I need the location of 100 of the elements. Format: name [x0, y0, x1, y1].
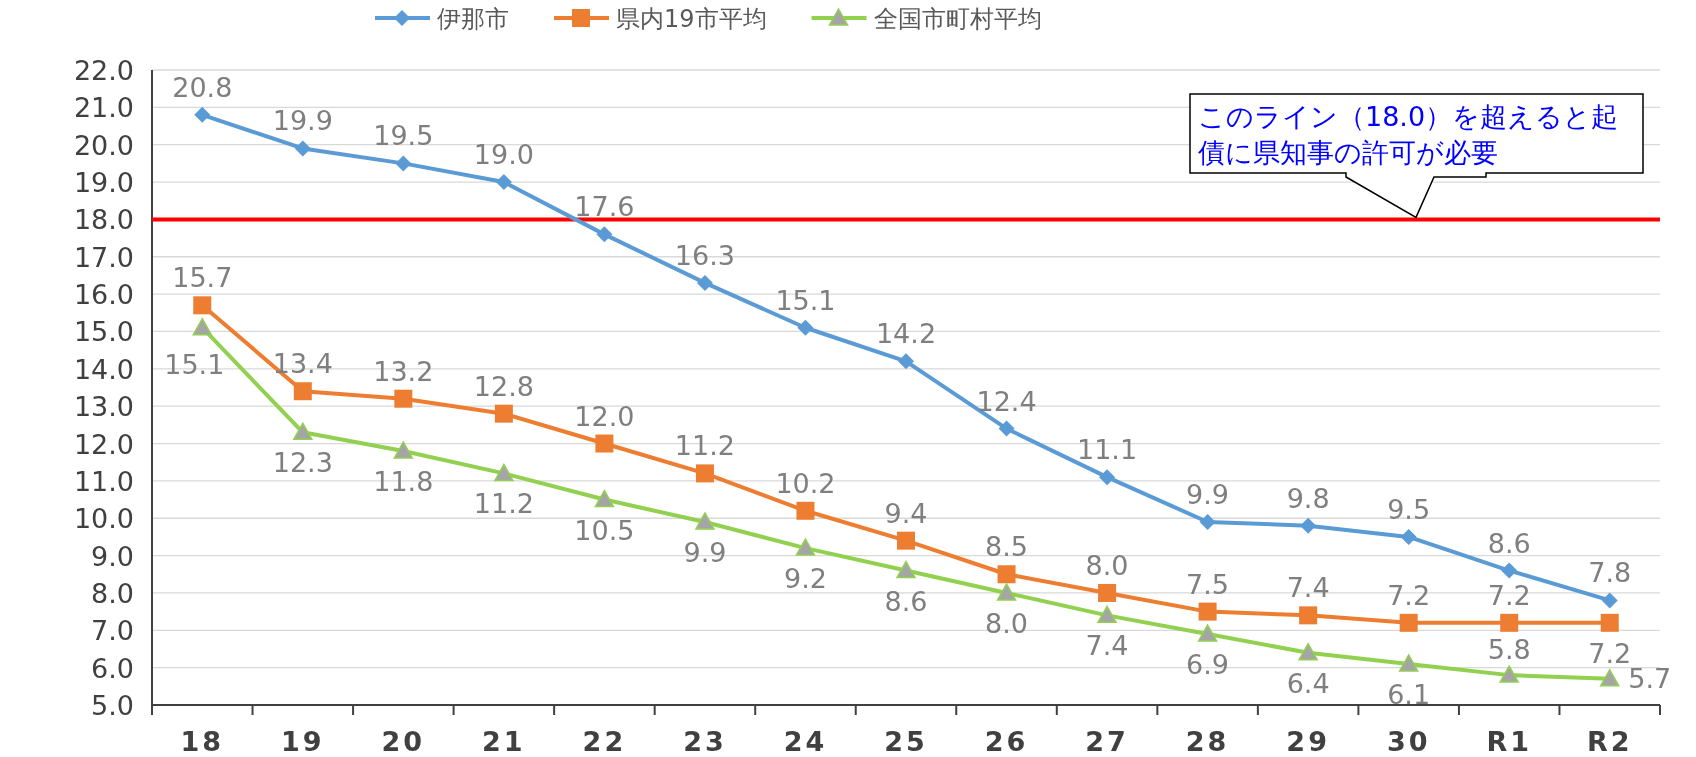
point — [1298, 642, 1318, 661]
data-label: 14.2 — [875, 318, 937, 350]
data-label: 19.0 — [473, 139, 534, 171]
data-label: 6.1 — [1387, 678, 1431, 710]
data-label: 9.5 — [1387, 493, 1431, 525]
point — [998, 420, 1015, 437]
ref-line-label: このライン（18.0）を超えると起債に県知事の許可が必要 — [1198, 101, 1619, 168]
point — [293, 382, 312, 401]
point — [1199, 513, 1216, 530]
data-label: 15.1 — [775, 284, 836, 316]
data-label: 13.2 — [373, 355, 434, 387]
data-label: 9.4 — [884, 497, 928, 529]
y-tick-label: 16.0 — [73, 279, 134, 311]
x-tick-label: 28 — [1185, 726, 1230, 757]
data-label: 11.2 — [473, 488, 534, 520]
data-label: 16.3 — [674, 239, 735, 271]
y-tick-label: 8.0 — [91, 577, 134, 609]
data-label: 12.0 — [574, 400, 635, 432]
point — [1098, 583, 1117, 602]
point — [192, 317, 213, 336]
y-tick-label: 19.0 — [73, 167, 134, 199]
data-label: 10.5 — [574, 514, 635, 546]
point — [696, 274, 713, 291]
data-label: 15.7 — [172, 262, 233, 294]
x-tick-label: R1 — [1486, 726, 1532, 757]
point — [494, 404, 513, 423]
point — [797, 319, 814, 336]
point — [896, 560, 916, 579]
point — [1599, 669, 1620, 687]
point — [595, 434, 614, 453]
point — [1398, 654, 1419, 672]
data-label: 15.1 — [164, 348, 225, 380]
point — [1299, 606, 1318, 625]
point — [796, 501, 815, 520]
data-label: 17.6 — [574, 191, 635, 223]
y-tick-label: 10.0 — [73, 503, 134, 535]
point — [594, 489, 615, 508]
data-label: 6.4 — [1286, 667, 1330, 699]
data-label: 11.1 — [1077, 434, 1138, 466]
point — [1300, 517, 1317, 534]
data-label: 19.9 — [272, 105, 333, 137]
point — [1601, 592, 1618, 609]
point — [495, 174, 512, 191]
data-label: 12.3 — [272, 447, 333, 479]
y-tick-label: 14.0 — [73, 353, 134, 385]
data-label: 8.0 — [985, 607, 1029, 639]
point — [695, 464, 714, 483]
data-label: 12.4 — [976, 385, 1037, 417]
point — [395, 155, 412, 172]
x-tick-label: 30 — [1386, 726, 1431, 757]
point — [1600, 613, 1619, 632]
point — [1198, 602, 1217, 621]
x-tick-label: 23 — [683, 726, 727, 757]
x-tick-label: 24 — [783, 726, 828, 757]
y-tick-label: 13.0 — [73, 391, 134, 423]
x-tick-label: 27 — [1085, 726, 1129, 757]
data-label: 6.9 — [1186, 649, 1230, 681]
y-tick-label: 9.0 — [91, 540, 134, 572]
x-tick-label: 18 — [180, 726, 225, 757]
data-label: 11.8 — [373, 466, 434, 497]
data-label: 20.8 — [172, 71, 233, 103]
data-label: 7.2 — [1487, 579, 1531, 611]
legend-label: 伊那市 — [437, 5, 509, 33]
y-tick-label: 22.0 — [73, 55, 134, 86]
y-tick-label: 15.0 — [73, 316, 134, 348]
point — [494, 463, 514, 482]
data-label: 13.4 — [272, 348, 333, 380]
point — [997, 565, 1016, 584]
x-tick-label: 29 — [1286, 726, 1330, 757]
y-tick-label: 21.0 — [73, 92, 134, 124]
x-tick-label: 22 — [582, 726, 627, 757]
data-label: 9.8 — [1286, 482, 1330, 514]
point — [596, 226, 613, 243]
data-label: 7.8 — [1588, 557, 1632, 589]
point — [1500, 613, 1519, 632]
data-label: 12.8 — [473, 370, 534, 402]
data-label: 7.5 — [1186, 568, 1230, 600]
x-tick-label: R2 — [1586, 726, 1633, 757]
y-tick-label: 20.0 — [73, 129, 134, 161]
y-tick-label: 6.0 — [91, 652, 134, 684]
data-label: 8.5 — [985, 531, 1029, 563]
y-tick-label: 18.0 — [73, 204, 134, 236]
point — [293, 422, 313, 441]
point — [897, 531, 915, 550]
x-tick-label: 26 — [984, 726, 1029, 757]
x-tick-label: 19 — [281, 726, 325, 757]
y-tick-label: 12.0 — [73, 428, 134, 460]
legend-label: 全国市町村平均 — [873, 5, 1042, 33]
data-label: 7.4 — [1286, 572, 1330, 604]
point — [294, 140, 311, 157]
y-tick-label: 11.0 — [73, 465, 134, 497]
data-label: 7.2 — [1387, 579, 1431, 611]
point — [795, 538, 816, 556]
point — [1499, 665, 1519, 683]
point — [193, 296, 212, 315]
legend-label: 県内19市平均 — [616, 5, 767, 33]
data-label: 10.2 — [775, 467, 836, 499]
x-tick-label: 25 — [884, 726, 928, 757]
point — [996, 583, 1017, 601]
point — [1399, 613, 1418, 632]
